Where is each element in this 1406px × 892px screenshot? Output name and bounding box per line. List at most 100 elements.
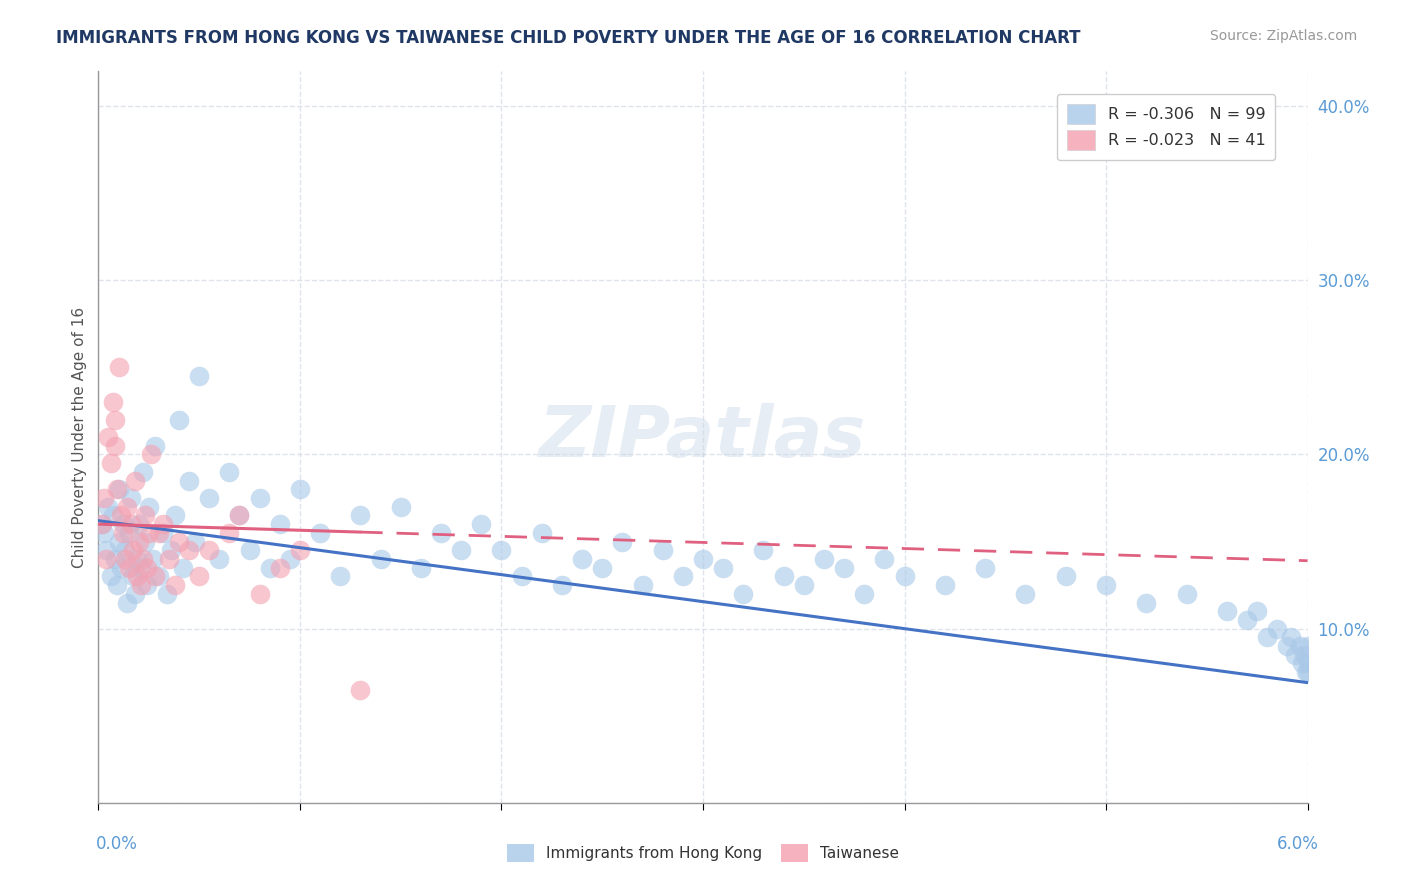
Point — [1288, 639, 1310, 653]
Point — [430, 525, 453, 540]
Point — [853, 587, 876, 601]
Point — [156, 587, 179, 601]
Point — [288, 483, 311, 497]
Point — [1277, 639, 1299, 653]
Text: 6.0%: 6.0% — [1277, 835, 1319, 853]
Point — [218, 465, 240, 479]
Point — [631, 578, 654, 592]
Point — [114, 543, 136, 558]
Point — [163, 508, 186, 523]
Point — [228, 508, 250, 523]
Point — [1256, 631, 1278, 645]
Point — [105, 483, 128, 497]
Point — [138, 500, 160, 514]
Point — [208, 552, 231, 566]
Point — [132, 552, 155, 566]
Point — [1236, 613, 1258, 627]
Point — [120, 517, 142, 532]
Point — [228, 508, 250, 523]
Point — [612, 534, 634, 549]
Point — [772, 569, 794, 583]
Point — [1296, 665, 1319, 680]
Point — [139, 448, 162, 462]
Point — [672, 569, 695, 583]
Point — [118, 560, 141, 574]
Point — [349, 682, 371, 697]
Point — [651, 543, 673, 558]
Point — [278, 552, 301, 566]
Point — [1246, 604, 1268, 618]
Point — [692, 552, 714, 566]
Point — [188, 569, 211, 583]
Point — [591, 560, 613, 574]
Point — [1014, 587, 1036, 601]
Point — [571, 552, 593, 566]
Point — [179, 543, 201, 558]
Point — [893, 569, 915, 583]
Point — [218, 525, 240, 540]
Point — [470, 517, 492, 532]
Point — [125, 552, 148, 566]
Point — [167, 534, 190, 549]
Point — [107, 534, 129, 549]
Legend: R = -0.306   N = 99, R = -0.023   N = 41: R = -0.306 N = 99, R = -0.023 N = 41 — [1057, 94, 1275, 160]
Point — [134, 534, 156, 549]
Point — [114, 552, 136, 566]
Point — [1281, 631, 1303, 645]
Point — [105, 578, 128, 592]
Point — [1216, 604, 1239, 618]
Point — [97, 430, 120, 444]
Point — [103, 412, 125, 426]
Point — [101, 508, 124, 523]
Point — [152, 525, 174, 540]
Point — [129, 560, 152, 574]
Point — [329, 569, 352, 583]
Point — [121, 569, 143, 583]
Point — [711, 560, 734, 574]
Point — [134, 508, 156, 523]
Point — [1175, 587, 1198, 601]
Point — [120, 491, 142, 505]
Point — [124, 474, 146, 488]
Point — [125, 569, 148, 583]
Point — [491, 543, 513, 558]
Point — [128, 517, 150, 532]
Point — [111, 517, 134, 532]
Point — [1291, 657, 1313, 671]
Point — [1296, 657, 1319, 671]
Point — [370, 552, 392, 566]
Point — [1292, 648, 1315, 662]
Point — [107, 360, 129, 375]
Point — [118, 525, 141, 540]
Point — [135, 578, 157, 592]
Point — [172, 560, 194, 574]
Text: Source: ZipAtlas.com: Source: ZipAtlas.com — [1209, 29, 1357, 43]
Point — [1295, 665, 1317, 680]
Point — [129, 578, 152, 592]
Point — [97, 500, 120, 514]
Point — [530, 525, 553, 540]
Point — [249, 587, 271, 601]
Point — [100, 456, 122, 470]
Point — [148, 569, 170, 583]
Point — [91, 517, 114, 532]
Point — [1054, 569, 1077, 583]
Point — [142, 552, 165, 566]
Point — [873, 552, 896, 566]
Point — [148, 525, 170, 540]
Point — [138, 525, 160, 540]
Point — [160, 543, 183, 558]
Point — [793, 578, 815, 592]
Point — [103, 439, 125, 453]
Point — [974, 560, 997, 574]
Point — [349, 508, 371, 523]
Point — [115, 500, 138, 514]
Text: IMMIGRANTS FROM HONG KONG VS TAIWANESE CHILD POVERTY UNDER THE AGE OF 16 CORRELA: IMMIGRANTS FROM HONG KONG VS TAIWANESE C… — [56, 29, 1081, 46]
Legend: Immigrants from Hong Kong, Taiwanese: Immigrants from Hong Kong, Taiwanese — [501, 838, 905, 868]
Point — [184, 534, 207, 549]
Point — [288, 543, 311, 558]
Point — [1284, 648, 1306, 662]
Point — [132, 465, 155, 479]
Point — [96, 543, 118, 558]
Point — [832, 560, 855, 574]
